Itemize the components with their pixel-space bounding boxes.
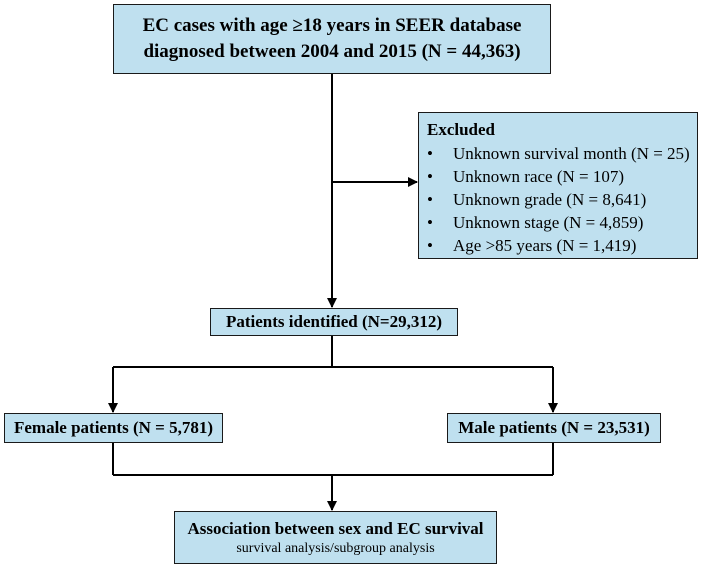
node-association-subtitle: survival analysis/subgroup analysis <box>236 540 435 556</box>
node-female-patients: Female patients (N = 5,781) <box>4 413 223 443</box>
node-patients-identified: Patients identified (N=29,312) <box>210 308 458 336</box>
bullet-icon: • <box>427 236 433 255</box>
excluded-item-label: Unknown grade (N = 8,641) <box>453 190 647 209</box>
excluded-item-label: Unknown race (N = 107) <box>453 167 625 186</box>
bullet-icon: • <box>427 213 433 232</box>
excluded-item-label: Age >85 years (N = 1,419) <box>453 236 637 255</box>
excluded-list: • Unknown survival month (N = 25) • Unknow… <box>427 142 697 257</box>
node-patients-identified-label: Patients identified (N=29,312) <box>225 312 443 331</box>
excluded-item: • Unknown survival month (N = 25) <box>427 142 697 165</box>
bullet-icon: • <box>427 190 433 209</box>
node-association: Association between sex and EC survival … <box>174 511 497 564</box>
node-excluded: Excluded • Unknown survival month (N = 25… <box>418 112 698 259</box>
node-male-patients: Male patients (N = 23,531) <box>447 413 661 443</box>
bullet-icon: • <box>427 167 433 186</box>
bullet-icon: • <box>427 144 433 163</box>
excluded-item: • Unknown race (N = 107) <box>427 165 697 188</box>
node-ec-cases-line1: EC cases with age ≥18 years in SEER data… <box>142 15 522 36</box>
excluded-item: • Unknown grade (N = 8,641) <box>427 188 697 211</box>
excluded-title: Excluded <box>427 120 496 139</box>
node-ec-cases: EC cases with age ≥18 years in SEER data… <box>113 4 551 74</box>
node-ec-cases-line2: diagnosed between 2004 and 2015 (N = 44,… <box>143 41 521 62</box>
excluded-item-label: Unknown survival month (N = 25) <box>453 144 690 163</box>
node-male-patients-label: Male patients (N = 23,531) <box>458 418 650 437</box>
excluded-item: • Unknown stage (N = 4,859) <box>427 211 697 234</box>
excluded-item-label: Unknown stage (N = 4,859) <box>453 213 644 232</box>
excluded-item: • Age >85 years (N = 1,419) <box>427 234 697 257</box>
node-female-patients-label: Female patients (N = 5,781) <box>13 418 213 437</box>
node-association-title: Association between sex and EC survival <box>187 518 484 538</box>
